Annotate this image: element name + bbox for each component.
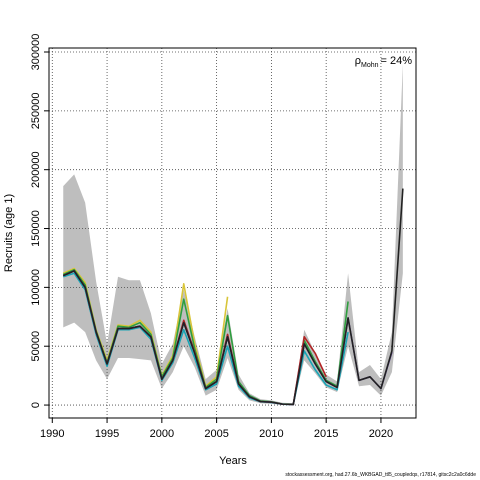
annotation-text: = 24% xyxy=(381,55,413,67)
y-tick-label: 150000 xyxy=(30,210,42,247)
y-tick-label: 0 xyxy=(30,402,42,408)
y-tick-label: 250000 xyxy=(30,92,42,129)
x-axis-label: Years xyxy=(219,455,247,467)
x-tick-label: 2000 xyxy=(150,428,174,440)
annotation-subscript: Mohn xyxy=(361,62,379,69)
y-tick-label: 200000 xyxy=(30,151,42,188)
plot-frame xyxy=(48,47,417,419)
x-tick-label: 1995 xyxy=(95,428,119,440)
annotation: ρMohn = 24% xyxy=(355,55,412,69)
series-line xyxy=(62,188,404,406)
x-tick-label: 1990 xyxy=(40,428,64,440)
footer: stockassessment.org, had.27.6b_WKBGAD_tt… xyxy=(285,472,476,478)
confidence-band xyxy=(63,63,403,405)
y-tick-label: 50000 xyxy=(30,331,42,362)
y-axis-label: Recruits (age 1) xyxy=(3,194,15,272)
y-tick-label: 100000 xyxy=(30,269,42,306)
x-tick-label: 2010 xyxy=(259,428,283,440)
x-tick-label: 2005 xyxy=(204,428,228,440)
x-tick-label: 2020 xyxy=(369,428,393,440)
annotation-symbol: ρ xyxy=(355,55,361,67)
x-tick-label: 2015 xyxy=(314,428,338,440)
y-tick-label: 300000 xyxy=(30,34,42,71)
